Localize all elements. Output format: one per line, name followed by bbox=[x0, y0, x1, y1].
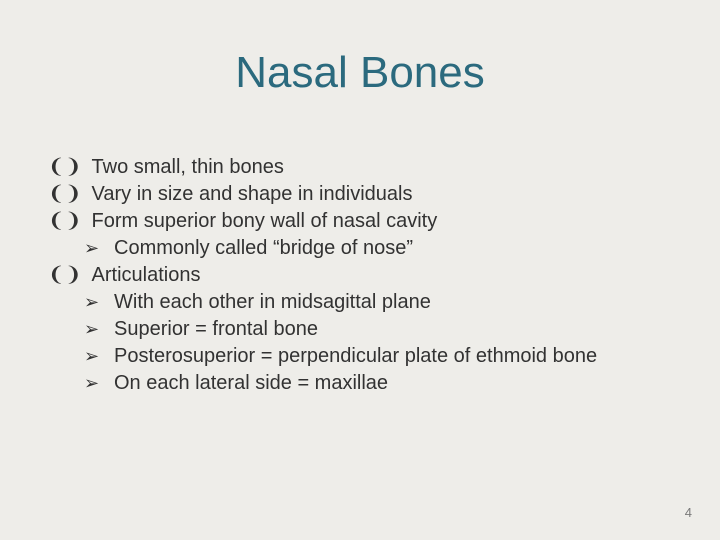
list-item: ➢ Superior = frontal bone bbox=[84, 316, 672, 343]
item-text: Two small, thin bones bbox=[92, 154, 672, 181]
slide-title: Nasal Bones bbox=[48, 48, 672, 98]
bullet-arrow-icon: ➢ bbox=[84, 316, 102, 343]
bullet-script-icon: ❨❩ bbox=[48, 208, 82, 235]
list-item: ➢ With each other in midsagittal plane bbox=[84, 289, 672, 316]
list-item: ❨❩ Form superior bony wall of nasal cavi… bbox=[48, 208, 672, 235]
list-item: ❨❩ Articulations bbox=[48, 262, 672, 289]
bullet-script-icon: ❨❩ bbox=[48, 181, 82, 208]
item-text: Commonly called “bridge of nose” bbox=[114, 235, 672, 262]
bullet-arrow-icon: ➢ bbox=[84, 370, 102, 397]
slide-content: ❨❩ Two small, thin bones ❨❩ Vary in size… bbox=[48, 154, 672, 397]
list-item: ❨❩ Vary in size and shape in individuals bbox=[48, 181, 672, 208]
item-text: On each lateral side = maxillae bbox=[114, 370, 672, 397]
list-item: ➢ On each lateral side = maxillae bbox=[84, 370, 672, 397]
bullet-script-icon: ❨❩ bbox=[48, 154, 82, 181]
item-text: Articulations bbox=[92, 262, 672, 289]
item-text: Superior = frontal bone bbox=[114, 316, 672, 343]
bullet-arrow-icon: ➢ bbox=[84, 343, 102, 370]
list-item: ➢ Commonly called “bridge of nose” bbox=[84, 235, 672, 262]
page-number: 4 bbox=[685, 505, 692, 520]
list-item: ❨❩ Two small, thin bones bbox=[48, 154, 672, 181]
bullet-arrow-icon: ➢ bbox=[84, 289, 102, 316]
item-text: With each other in midsagittal plane bbox=[114, 289, 672, 316]
slide: Nasal Bones ❨❩ Two small, thin bones ❨❩ … bbox=[0, 0, 720, 540]
bullet-script-icon: ❨❩ bbox=[48, 262, 82, 289]
list-item: ➢ Posterosuperior = perpendicular plate … bbox=[84, 343, 672, 370]
item-text: Vary in size and shape in individuals bbox=[92, 181, 672, 208]
item-text: Form superior bony wall of nasal cavity bbox=[92, 208, 672, 235]
item-text: Posterosuperior = perpendicular plate of… bbox=[114, 343, 672, 370]
bullet-arrow-icon: ➢ bbox=[84, 235, 102, 262]
